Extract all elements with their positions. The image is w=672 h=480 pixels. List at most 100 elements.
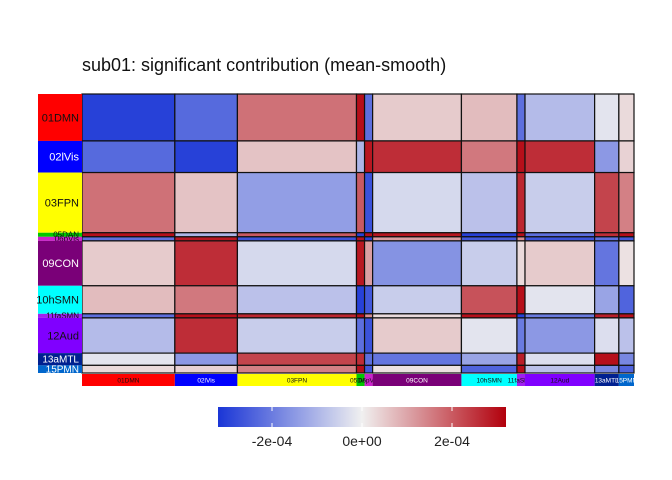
col-network-label: 10hSMN [477,378,503,385]
heatmap-cell [355,313,366,319]
heatmap-cell [355,317,366,354]
heatmap-cell [236,313,358,319]
heatmap-cell [460,364,518,374]
heatmap-cell [81,364,176,374]
chart-title: sub01: significant contribution (mean-sm… [82,55,447,75]
col-network-label: 15PMN [616,378,638,385]
heatmap-cell [363,313,374,319]
heatmap-cell [372,236,463,242]
heatmap-cell [372,285,463,315]
heatmap-cell [524,232,596,238]
row-network-bar [38,240,82,286]
heatmap-cell [372,240,463,287]
heatmap-cell [516,285,526,315]
heatmap-cell [81,352,176,366]
heatmap-cell [81,93,176,142]
col-network-label: 11faSMN [508,378,535,385]
heatmap-cell [516,352,526,366]
heatmap-cell [524,317,596,354]
heatmap-cell [594,364,620,374]
heatmap-cell [372,313,463,319]
heatmap-cell [460,285,518,315]
row-network-bar [38,285,82,314]
row-network-label: 06pVis [55,235,79,244]
col-network-bar [372,374,462,386]
heatmap-cell [618,313,635,319]
heatmap-cell [236,364,358,374]
heatmap-cell [236,285,358,315]
col-network-bar [516,374,526,386]
heatmap-cell [236,93,358,142]
heatmap-cell [363,236,374,242]
col-network-bar [237,374,357,386]
row-network-label: 05DAN [53,231,79,240]
col-network-label: 01DMN [117,378,139,385]
row-network-bar [38,232,82,237]
heatmap-cell [460,317,518,354]
heatmap-cell [236,232,358,238]
heatmap-cell [372,232,463,238]
heatmap-cell [516,240,526,287]
heatmap-cell [355,364,366,374]
heatmap-cell [594,140,620,174]
heatmap-cell [363,171,374,234]
heatmap-cell [236,171,358,234]
heatmap-cell [594,171,620,234]
col-network-label: 13aMTL [595,378,619,385]
row-network-label: 11faSMN [46,312,79,321]
heatmap-cell [460,171,518,234]
col-network-label: 12Aud [550,378,569,385]
heatmap-cell [516,140,526,174]
heatmap-cell [363,285,374,315]
heatmap-cell [355,93,366,142]
heatmap-cell [363,352,374,366]
row-network-bar [38,365,82,373]
heatmap-cell [81,236,176,242]
heatmap-cell [516,171,526,234]
row-network-bar [38,317,82,354]
col-network-bar [461,374,517,386]
row-network-bar [38,236,82,241]
heatmap-cell [594,352,620,366]
heatmap-cell [618,317,635,354]
heatmap-cell [174,93,239,142]
heatmap-cell [355,232,366,238]
heatmap-cell [594,317,620,354]
heatmap-cell [516,364,526,374]
row-network-label: 15PMN [46,365,79,376]
colorbar-tick-label: -2e-04 [252,433,293,449]
colorbar-tick-label: 0e+00 [342,433,382,449]
heatmap-cell [524,240,596,287]
row-network-label: 02lVis [49,152,79,164]
heatmap-cell [372,364,463,374]
heatmap-cell [618,232,635,238]
heatmap-cell [236,140,358,174]
heatmap-cell [594,232,620,238]
row-network-bar [38,172,82,233]
heatmap-cell [363,317,374,354]
heatmap-cell [81,140,176,174]
col-network-label: 06pVis [359,378,380,385]
heatmap-cell [355,352,366,366]
heatmap-cell [355,140,366,174]
heatmap-cell [594,240,620,287]
row-network-bar [38,313,82,318]
row-network-label: 13aMTL [42,355,79,366]
col-network-bar [618,374,634,386]
heatmap-cell [372,171,463,234]
heatmap-cell [460,236,518,242]
heatmap-cell [174,232,239,238]
heatmap-cell [363,364,374,374]
col-network-bar [594,374,619,386]
heatmap-cell [524,140,596,174]
heatmap-cell [460,352,518,366]
col-network-label: 05DAN [350,378,371,385]
heatmap-cell [524,93,596,142]
heatmap-cell [460,232,518,238]
heatmap-cell [618,285,635,315]
heatmap-cell [524,352,596,366]
heatmap-cell [618,140,635,174]
heatmap-cell [516,313,526,319]
heatmap-cell [81,240,176,287]
col-network-label: 03FPN [287,378,308,385]
